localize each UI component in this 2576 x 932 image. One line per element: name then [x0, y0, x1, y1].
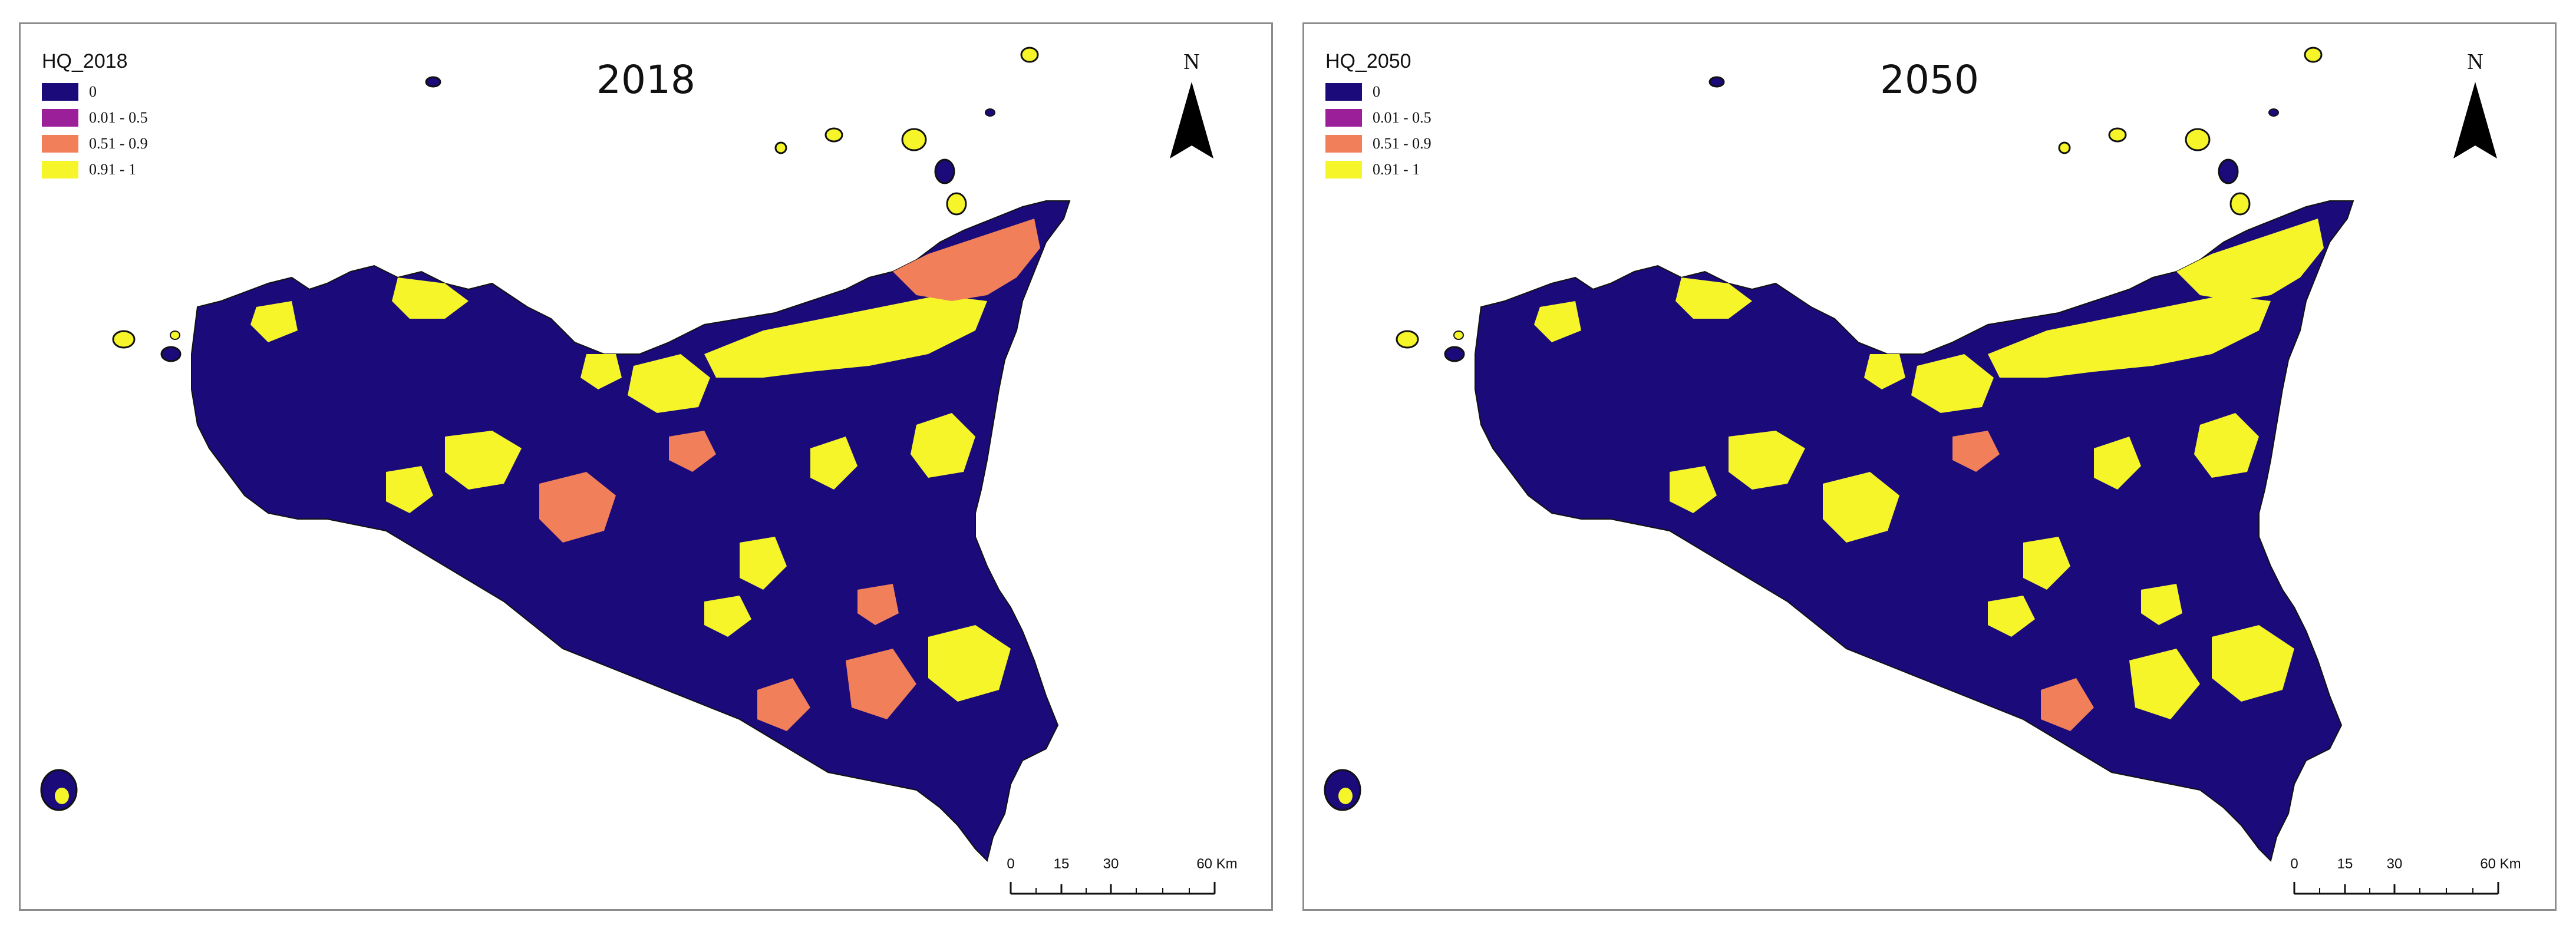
legend-item: 0.91 - 1 — [42, 157, 148, 183]
north-arrow-icon — [2453, 82, 2497, 158]
legend-item: 0 — [1325, 79, 1432, 105]
map-legend: HQ_2018 0 0.01 - 0.5 0.51 - 0.9 0.91 - 1 — [42, 50, 148, 183]
legend-swatch — [42, 109, 78, 127]
map-panel-2018: HQ_2018 0 0.01 - 0.5 0.51 - 0.9 0.91 - 1… — [19, 22, 1273, 911]
legend-swatch — [1325, 161, 1362, 179]
north-arrow: N — [2449, 49, 2502, 167]
map-panel-2050: HQ_2050 0 0.01 - 0.5 0.51 - 0.9 0.91 - 1… — [1302, 22, 2557, 911]
scale-bar: 0 15 30 60 Km — [1007, 856, 1257, 903]
scale-bar-graphic — [2293, 882, 2499, 895]
legend-label: 0.51 - 0.9 — [89, 135, 148, 152]
legend-label: 0.01 - 0.5 — [89, 109, 148, 126]
legend-item: 0.51 - 0.9 — [1325, 131, 1432, 157]
legend-swatch — [42, 161, 78, 179]
legend-item: 0.91 - 1 — [1325, 157, 1432, 183]
scale-label: 0 — [2290, 856, 2298, 872]
habitat-quality-map-2018 — [40, 47, 1071, 862]
scale-bar: 0 15 30 60 Km — [2290, 856, 2541, 903]
legend-item: 0.51 - 0.9 — [42, 131, 148, 157]
legend-title: HQ_2050 — [1325, 50, 1411, 72]
legend-label: 0 — [1373, 83, 1380, 100]
north-label: N — [2467, 49, 2483, 74]
scale-label: 60 Km — [2480, 856, 2521, 872]
map-legend: HQ_2050 0 0.01 - 0.5 0.51 - 0.9 0.91 - 1 — [1325, 50, 1432, 183]
legend-label: 0.01 - 0.5 — [1373, 109, 1432, 126]
north-arrow: N — [1165, 49, 1218, 167]
scale-label: 60 Km — [1196, 856, 1238, 872]
scale-label: 30 — [1103, 856, 1119, 872]
north-label: N — [1183, 49, 1200, 74]
sicily-main-island — [191, 200, 1071, 862]
legend-label: 0.51 - 0.9 — [1373, 135, 1432, 152]
north-arrow-icon — [1170, 82, 1213, 158]
legend-swatch — [42, 83, 78, 101]
legend-item: 0.01 - 0.5 — [42, 105, 148, 131]
scale-label: 30 — [2386, 856, 2403, 872]
minor-islands — [40, 47, 1039, 811]
minor-islands — [1324, 47, 2323, 811]
scale-label: 0 — [1007, 856, 1015, 872]
scale-label: 15 — [1053, 856, 1070, 872]
legend-label: 0 — [89, 83, 97, 100]
sicily-main-island — [1475, 200, 2354, 862]
legend-label: 0.91 - 1 — [89, 161, 137, 178]
legend-item: 0 — [42, 79, 148, 105]
legend-swatch — [42, 135, 78, 153]
legend-swatch — [1325, 109, 1362, 127]
legend-swatch — [1325, 83, 1362, 101]
habitat-quality-map-2050 — [1324, 47, 2354, 862]
scale-bar-graphic — [1010, 882, 1216, 895]
legend-item: 0.01 - 0.5 — [1325, 105, 1432, 131]
legend-swatch — [1325, 135, 1362, 153]
legend-label: 0.91 - 1 — [1373, 161, 1420, 178]
scale-label: 15 — [2337, 856, 2353, 872]
legend-title: HQ_2018 — [42, 50, 128, 72]
